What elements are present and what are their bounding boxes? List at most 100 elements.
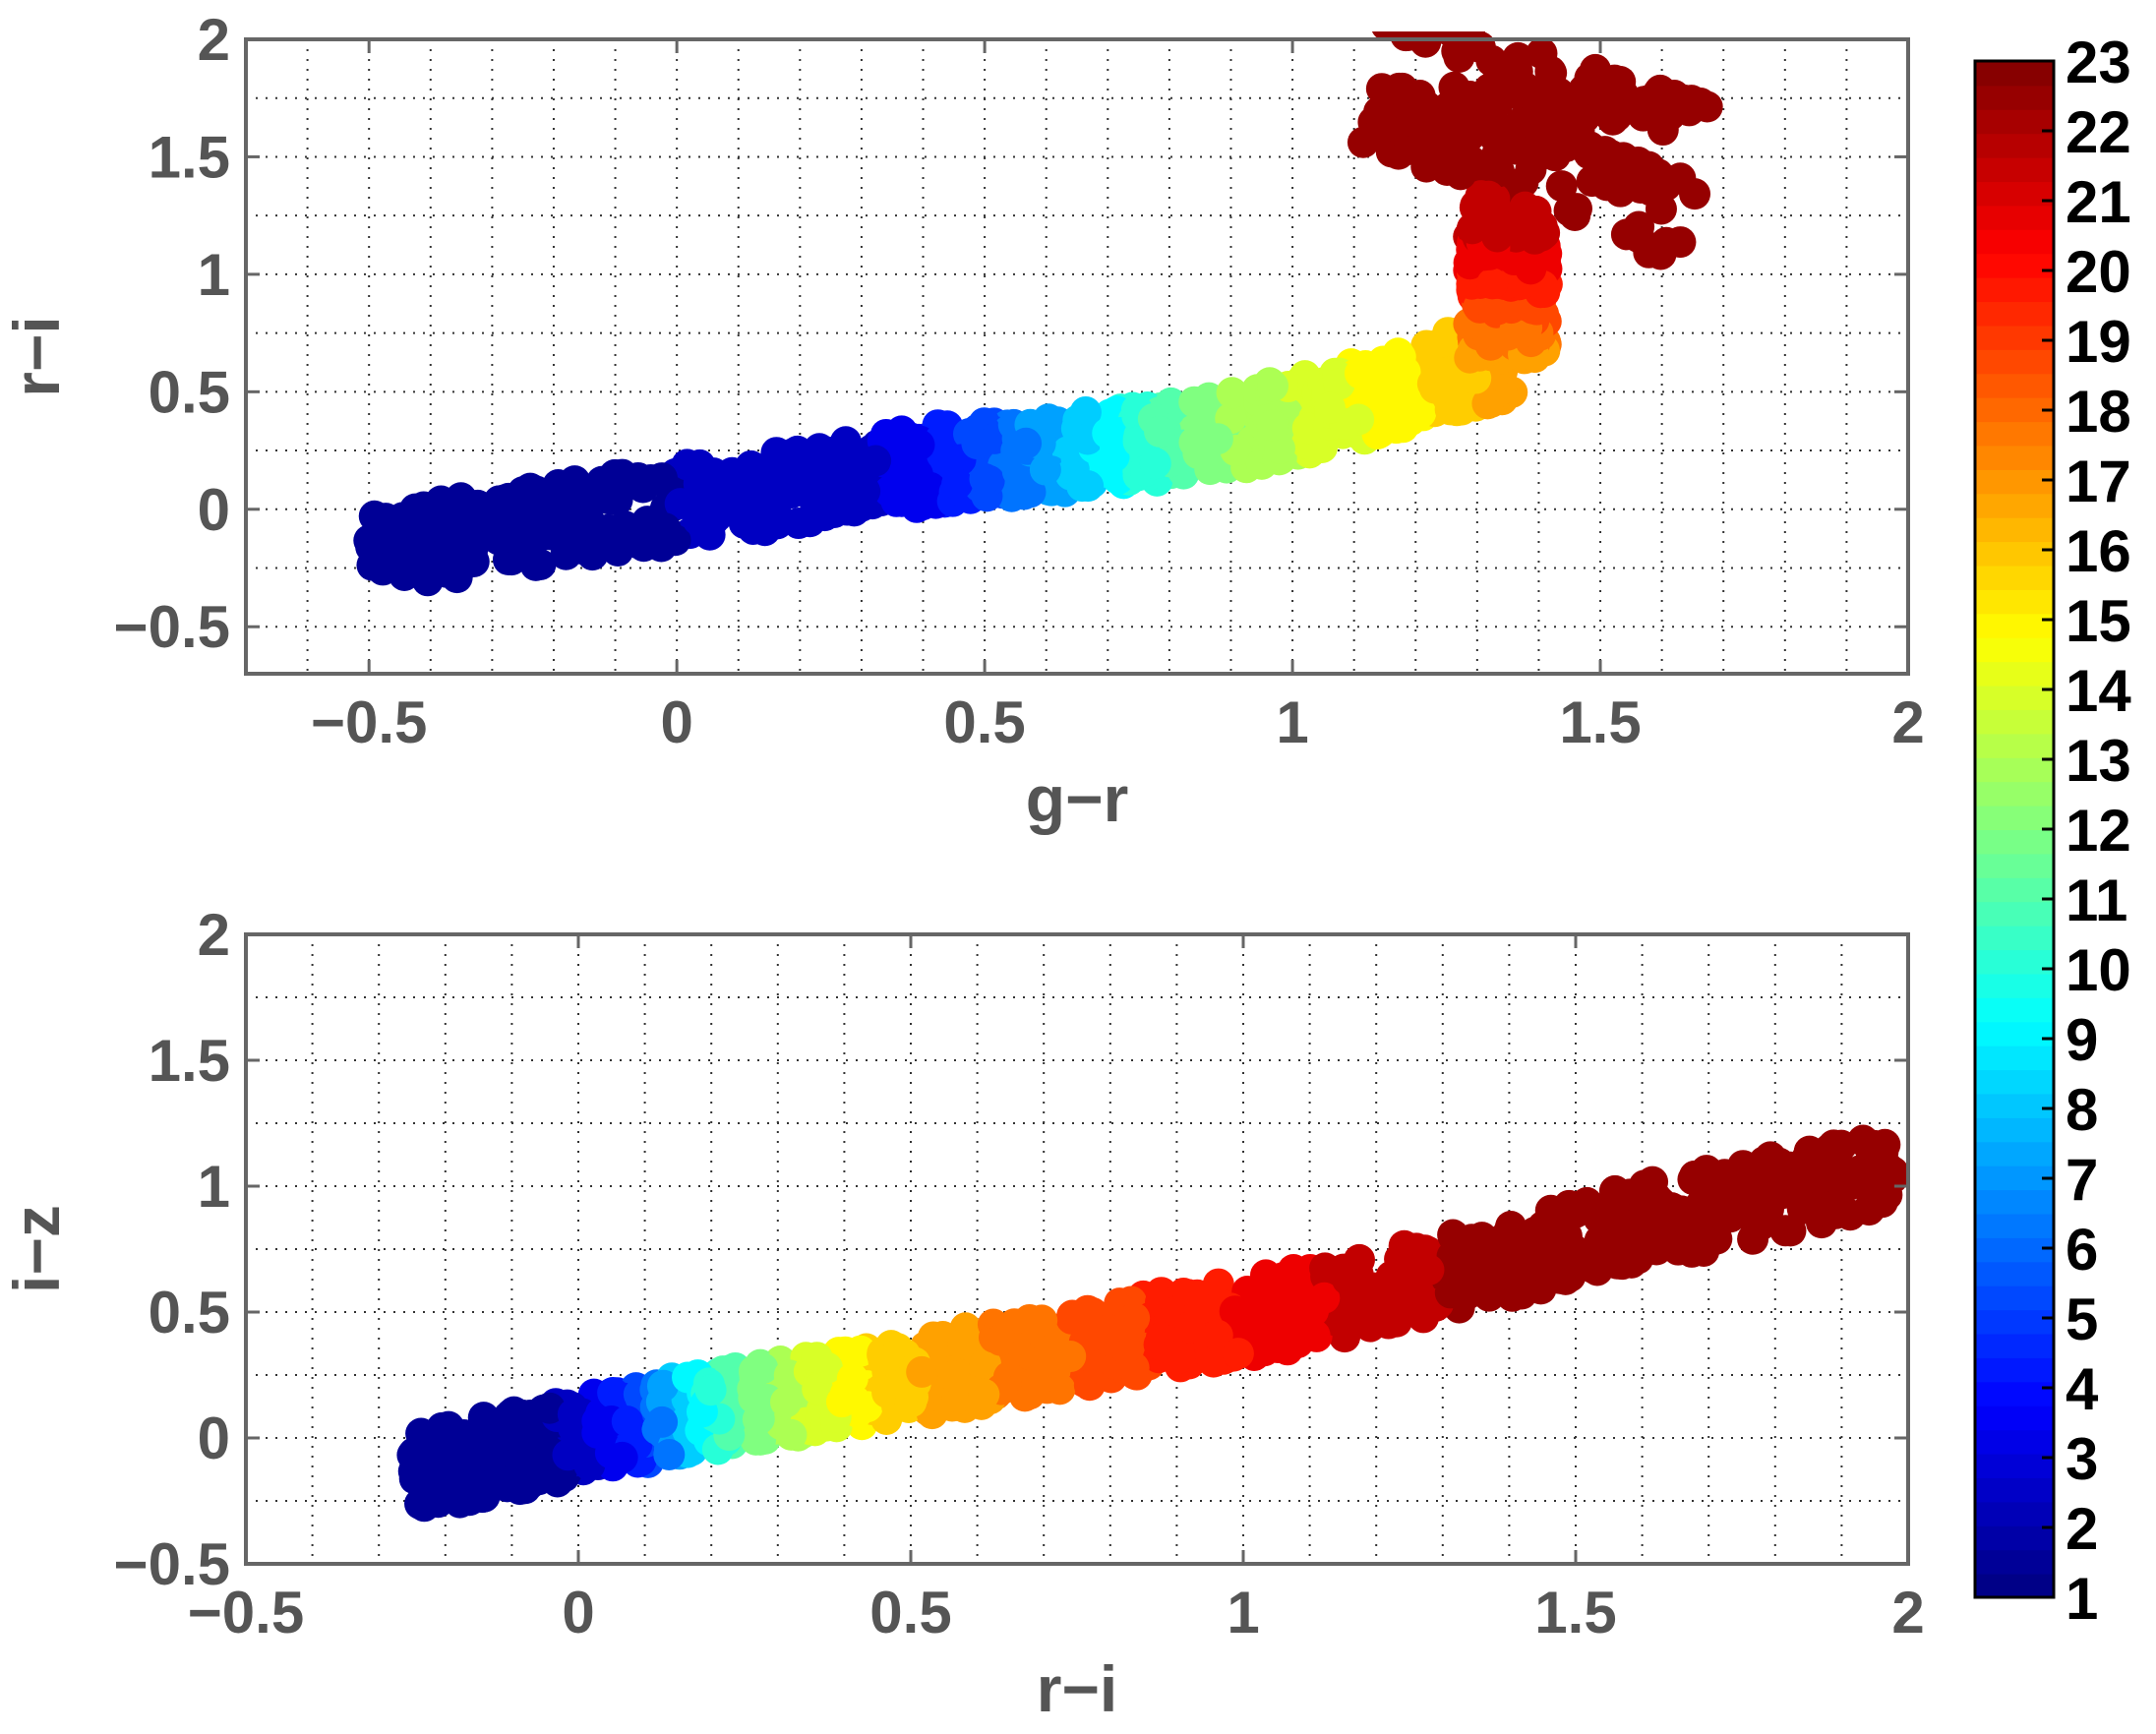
bottom-y-tick-label: 0.5 <box>149 1280 230 1345</box>
top-scatter-point <box>880 485 913 517</box>
bottom-scatter-point <box>1026 1304 1058 1337</box>
colorbar-segment <box>1975 1525 2054 1551</box>
bottom-scatter-point <box>1700 1169 1732 1202</box>
top-scatter-point <box>889 455 922 488</box>
top-scatter-point <box>645 462 678 495</box>
top-x-tick-label: 1 <box>1276 689 1308 755</box>
bottom-scatter-point <box>1054 1341 1087 1373</box>
top-scatter-point <box>1313 391 1346 424</box>
colorbar-tick-label: 21 <box>2066 169 2131 235</box>
bottom-scatter-point <box>481 1464 513 1496</box>
bottom-scatter-point <box>1723 1197 1756 1229</box>
top-scatter-point <box>1445 31 1466 35</box>
top-scatter-point <box>1405 0 1436 27</box>
top-y-tick-label: 0.5 <box>149 359 230 425</box>
top-scatter-point <box>1633 236 1665 269</box>
top-x-tick-label: 1.5 <box>1559 689 1641 755</box>
bottom-scatter-point <box>1278 1253 1310 1286</box>
bottom-scatter-point <box>557 1398 589 1430</box>
colorbar-tick-label: 2 <box>2066 1496 2098 1562</box>
top-x-tick-label: 0 <box>660 689 692 755</box>
colorbar-segment <box>1975 1236 2054 1263</box>
top-x-tick-label: 2 <box>1891 689 1924 755</box>
bottom-scatter-point <box>868 1345 900 1377</box>
colorbar-segment <box>1975 181 2054 207</box>
colorbar-segment <box>1975 253 2054 278</box>
top-scatter-point <box>1451 116 1483 149</box>
bottom-scatter-point <box>1201 1319 1233 1351</box>
colorbar-segment <box>1975 876 2054 903</box>
top-scatter-point <box>1216 377 1248 409</box>
top-scatter-point <box>1256 409 1288 442</box>
bottom-scatter-point <box>1093 1313 1125 1345</box>
bottom-scatter-point <box>1290 1287 1323 1320</box>
bottom-axes-frame <box>244 932 1910 1566</box>
top-scatter-point <box>649 512 682 545</box>
top-scatter-point <box>941 467 974 500</box>
colorbar-segment <box>1975 925 2054 951</box>
top-scatter-point <box>1386 72 1418 104</box>
bottom-scatter-point <box>1601 1178 1634 1211</box>
top-y-tick-label: 1 <box>198 242 230 308</box>
colorbar-segment <box>1975 949 2054 975</box>
bottom-scatter-point <box>1380 1305 1412 1338</box>
colorbar-segment <box>1975 996 2054 1023</box>
bottom-y-tick-label: 2 <box>198 902 230 968</box>
top-scatter-point <box>1525 116 1557 149</box>
bottom-scatter-point <box>801 1342 833 1374</box>
bottom-scatter-point <box>1652 1202 1685 1234</box>
colorbar-segment <box>1975 756 2054 783</box>
colorbar-tick-label: 11 <box>2066 867 2127 933</box>
colorbar-tick-label: 1 <box>2066 1566 2098 1632</box>
top-scatter-point <box>1624 171 1656 204</box>
bottom-scatter-point <box>429 1447 461 1479</box>
colorbar-segment <box>1975 1453 2054 1478</box>
colorbar-segment <box>1975 133 2054 158</box>
colorbar-segment <box>1975 588 2054 615</box>
bottom-y-tick-label: 1.5 <box>149 1028 230 1094</box>
bottom-scatter-point <box>1021 1366 1053 1399</box>
bottom-scatter-point <box>1440 1247 1472 1280</box>
colorbar-segment <box>1975 228 2054 255</box>
bottom-scatter-point <box>937 1360 970 1393</box>
colorbar-segment <box>1975 325 2054 350</box>
colorbar-segment <box>1975 1021 2054 1046</box>
colorbar-tick-label: 13 <box>2066 728 2131 794</box>
colorbar-tick-label: 5 <box>2066 1286 2098 1352</box>
colorbar-tick-label: 6 <box>2066 1217 2098 1283</box>
bottom-scatter-point <box>1701 1223 1733 1255</box>
colorbar-segment <box>1975 1573 2054 1598</box>
bottom-scatter-point <box>694 1374 727 1406</box>
top-scatter-point <box>1622 146 1654 178</box>
top-x-tick-label: −0.5 <box>311 689 427 755</box>
colorbar-segment <box>1975 1165 2054 1191</box>
bottom-scatter-point <box>533 1392 566 1424</box>
colorbar-segment <box>1975 301 2054 327</box>
bottom-x-tick-label: 1.5 <box>1534 1580 1616 1645</box>
top-scatter-point <box>1014 476 1047 508</box>
top-scatter-point <box>969 463 1001 496</box>
top-scatter-point <box>1365 356 1398 389</box>
colorbar-segment <box>1975 541 2054 567</box>
top-scatter-point <box>1545 170 1578 203</box>
top-scatter-point <box>1446 393 1478 426</box>
top-scatter-point <box>1396 0 1427 20</box>
top-panel-chart: −0.5 0 0.5 1 1.5 2 −0.5 0 0.5 1 1.5 2 g−r r−i <box>0 0 1925 835</box>
top-scatter-point <box>1144 415 1176 448</box>
top-scatter-point <box>768 447 801 479</box>
colorbar-segment <box>1975 1213 2054 1238</box>
colorbar-segment <box>1975 396 2054 423</box>
top-scatter-point <box>860 445 892 477</box>
colorbar-tick-label: 20 <box>2066 239 2131 305</box>
bottom-scatter-point <box>969 1347 1001 1380</box>
top-scatter-point <box>1010 427 1043 459</box>
bottom-scatter-point <box>1774 1215 1807 1247</box>
top-scatter-point <box>804 433 836 465</box>
top-scatter-point <box>1426 328 1459 360</box>
bottom-scatter-point <box>1791 1152 1824 1184</box>
bottom-scatter-point <box>646 1405 679 1438</box>
bottom-scatter-point <box>1343 1243 1375 1276</box>
bottom-scatter-point <box>1628 1169 1660 1202</box>
top-scatter-point <box>1645 193 1677 225</box>
